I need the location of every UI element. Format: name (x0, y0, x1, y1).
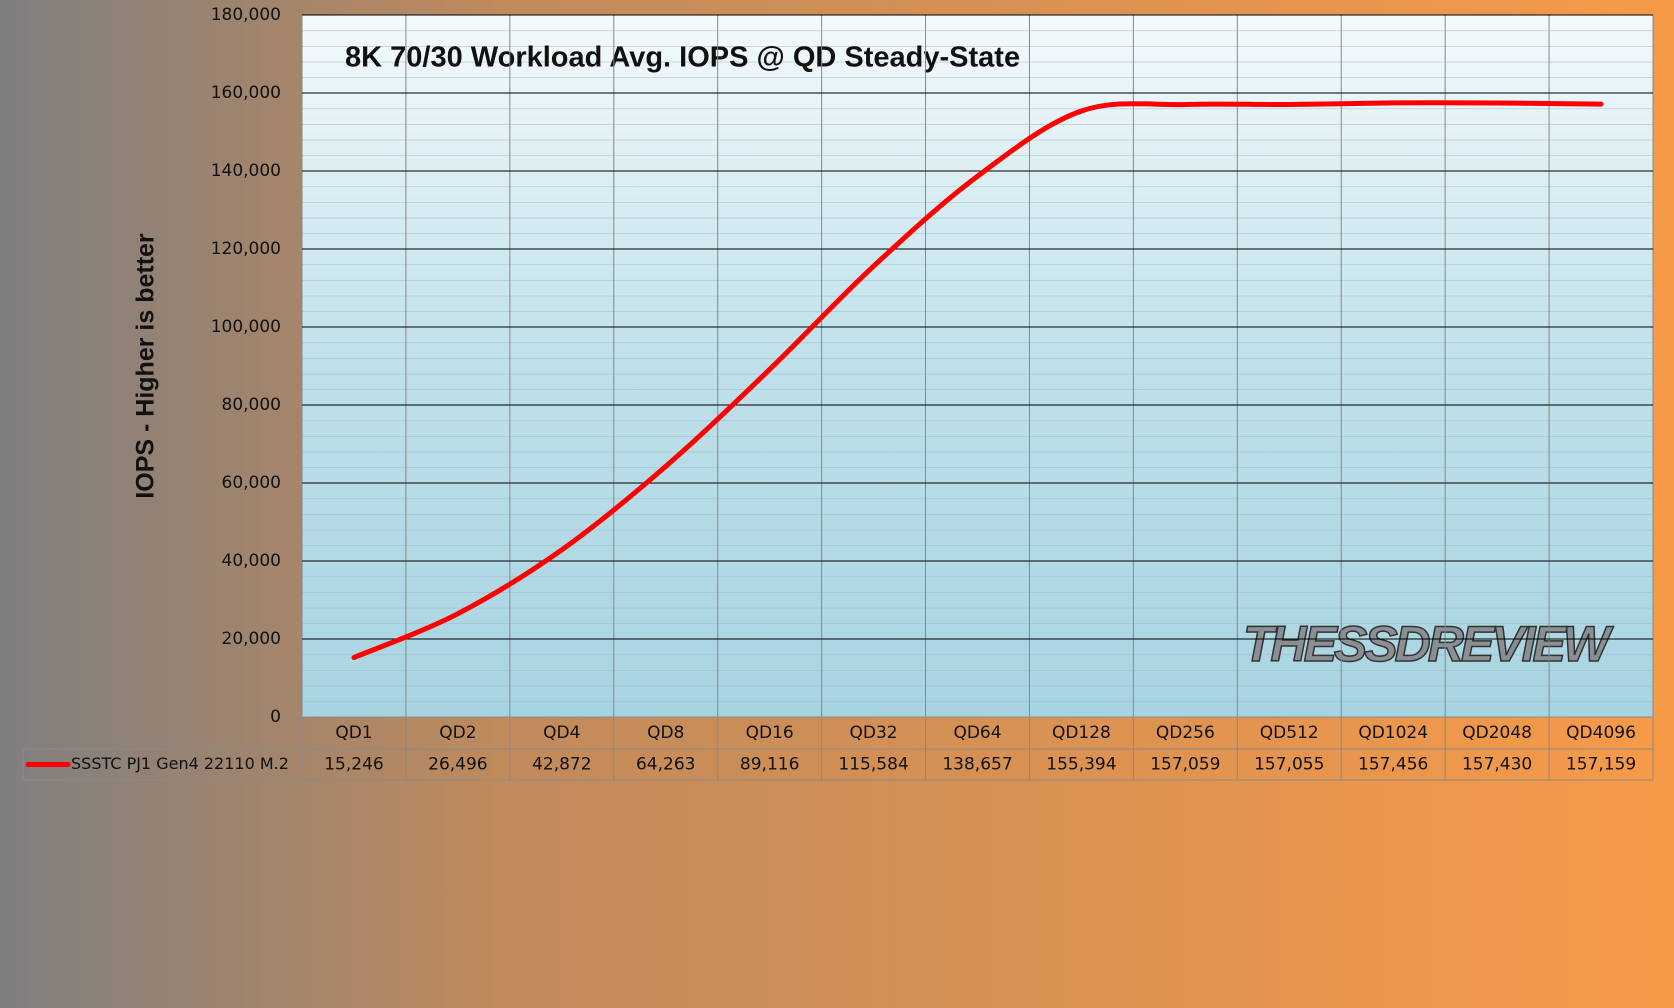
y-tick-label: 20,000 (222, 629, 281, 649)
x-tick-label: QD64 (953, 723, 1001, 743)
table-value: 155,394 (1046, 755, 1116, 775)
table-value: 157,430 (1462, 755, 1532, 775)
table-value: 157,456 (1358, 755, 1428, 775)
y-tick-label: 0 (270, 707, 281, 727)
chart-title: 8K 70/30 Workload Avg. IOPS @ QD Steady-… (345, 42, 1020, 74)
y-tick-label: 40,000 (222, 551, 281, 571)
y-tick-label: 180,000 (211, 5, 281, 25)
x-tick-label: QD1024 (1358, 723, 1428, 743)
y-tick-label: 100,000 (211, 317, 281, 337)
x-tick-label: QD2048 (1462, 723, 1532, 743)
y-axis-title: IOPS - Higher is better (132, 233, 160, 499)
table-value: 42,872 (532, 755, 591, 775)
table-value: 157,159 (1566, 755, 1636, 775)
minor-grid (302, 15, 1653, 717)
y-tick-label: 80,000 (222, 395, 281, 415)
table-value: 15,246 (324, 755, 383, 775)
x-tick-label: QD2 (439, 723, 476, 743)
x-tick-label: QD4096 (1566, 723, 1636, 743)
legend-label: SSSTC PJ1 Gen4 22110 M.2 (71, 754, 289, 773)
y-tick-label: 140,000 (211, 161, 281, 181)
x-tick-label: QD32 (850, 723, 898, 743)
x-tick-label: QD512 (1260, 723, 1319, 743)
table-value: 157,055 (1254, 755, 1324, 775)
series-line (351, 100, 1604, 661)
x-tick-label: QD4 (543, 723, 580, 743)
y-tick-label: 60,000 (222, 473, 281, 493)
table-value: 115,584 (838, 755, 908, 775)
table-value: 138,657 (942, 755, 1012, 775)
y-tick-label: 160,000 (211, 83, 281, 103)
x-tick-label: QD1 (335, 723, 372, 743)
table-value: 157,059 (1150, 755, 1220, 775)
x-tick-label: QD128 (1052, 723, 1111, 743)
table-value: 26,496 (428, 755, 487, 775)
table-value: 64,263 (636, 755, 695, 775)
y-tick-label: 120,000 (211, 239, 281, 259)
table-value: 89,116 (740, 755, 799, 775)
x-tick-label: QD8 (647, 723, 684, 743)
watermark: THESSDREVIEW (1243, 616, 1614, 672)
x-tick-label: QD16 (746, 723, 794, 743)
x-tick-label: QD256 (1156, 723, 1215, 743)
